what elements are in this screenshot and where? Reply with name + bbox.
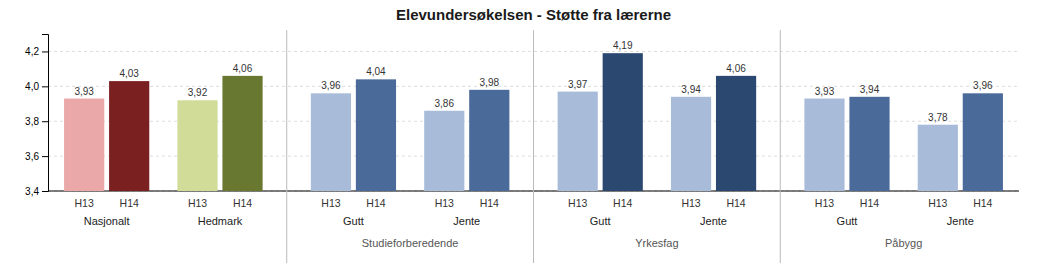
data-label: 3,93 <box>74 86 94 97</box>
category-label: Jente <box>453 215 480 227</box>
series-label: H14 <box>860 197 879 209</box>
data-label: 3,96 <box>321 80 341 91</box>
category-label: Nasjonalt <box>84 215 130 227</box>
data-label: 4,06 <box>233 63 253 74</box>
category-label: Gutt <box>343 215 364 227</box>
y-tick-label: 3,8 <box>25 116 39 127</box>
section-divider <box>286 30 287 263</box>
data-label: 3,94 <box>681 84 701 95</box>
bar <box>222 76 262 191</box>
y-tick-mark <box>42 191 48 192</box>
y-axis-line <box>42 35 49 192</box>
category-label: Gutt <box>837 215 858 227</box>
y-tick-label: 4,0 <box>25 81 39 92</box>
section-label: Påbygg <box>885 237 922 249</box>
data-label: 3,92 <box>188 87 208 98</box>
bar <box>804 99 844 191</box>
bar <box>849 97 889 191</box>
section-dividers <box>287 30 781 263</box>
y-tick-label: 3,6 <box>25 151 39 162</box>
bar <box>963 93 1003 191</box>
data-label: 3,93 <box>815 86 835 97</box>
y-tick: 4,0 <box>25 81 48 92</box>
y-tick-label: 3,4 <box>25 186 39 197</box>
section-label: Studieforberedende <box>362 237 459 249</box>
series-label: H14 <box>613 197 632 209</box>
y-tick: 3,6 <box>25 151 48 162</box>
bar <box>311 93 351 191</box>
bar <box>603 53 643 191</box>
category-label: Hedmark <box>198 215 243 227</box>
y-tick-mark <box>42 121 48 122</box>
category-label: Jente <box>947 215 974 227</box>
category-label: Gutt <box>590 215 611 227</box>
series-label: H13 <box>928 197 947 209</box>
category-label: Jente <box>700 215 727 227</box>
series-label: H13 <box>568 197 587 209</box>
data-label: 4,04 <box>366 66 386 77</box>
data-label: 4,03 <box>119 68 139 79</box>
series-label: H13 <box>321 197 340 209</box>
data-label: 3,98 <box>480 77 500 88</box>
y-tick-label: 4,2 <box>25 46 39 57</box>
series-label: H13 <box>435 197 454 209</box>
series-label: H14 <box>480 197 499 209</box>
series-label: H14 <box>366 197 385 209</box>
data-label: 3,94 <box>860 84 880 95</box>
chart: Elevundersøkelsen - Støtte fra lærerne 3,… <box>0 0 1039 273</box>
bar <box>558 92 598 191</box>
series-label: H14 <box>233 197 252 209</box>
section-label: Yrkesfag <box>635 237 678 249</box>
bar <box>424 111 464 191</box>
y-tick: 4,2 <box>25 46 48 57</box>
bar <box>356 79 396 191</box>
series-label: H13 <box>75 197 94 209</box>
data-label: 4,19 <box>613 40 633 51</box>
data-label: 4,06 <box>726 63 746 74</box>
y-tick: 3,8 <box>25 116 48 127</box>
y-tick-mark <box>42 86 48 87</box>
data-label: 3,97 <box>568 79 588 90</box>
data-label: 3,78 <box>928 112 948 123</box>
series-label: H13 <box>188 197 207 209</box>
series-label: H13 <box>681 197 700 209</box>
y-axis: 3,4 3,6 3,8 4,0 4,2 <box>25 35 48 197</box>
section-divider <box>533 30 534 263</box>
data-label: 3,86 <box>435 98 455 109</box>
y-tick: 3,4 <box>25 186 48 197</box>
category-labels: Nasjonalt Hedmark Gutt Jente Gutt Jente Gutt Je… <box>84 215 974 227</box>
bar <box>469 90 509 191</box>
bar <box>671 97 711 191</box>
series-label: H14 <box>726 197 745 209</box>
section-labels: Studieforberedende Yrkesfag Påbygg <box>362 237 923 249</box>
title: Elevundersøkelsen - Støtte fra lærerne <box>396 6 671 23</box>
bar <box>64 99 104 191</box>
data-label: 3,96 <box>973 80 993 91</box>
series-label: H13 <box>815 197 834 209</box>
bar <box>177 100 217 191</box>
y-tick-mark <box>42 156 48 157</box>
series-label: H14 <box>973 197 992 209</box>
bar <box>918 125 958 191</box>
section-divider <box>780 30 781 263</box>
bar <box>109 81 149 191</box>
bar <box>716 76 756 191</box>
y-tick-mark <box>42 51 48 52</box>
series-label: H14 <box>120 197 139 209</box>
